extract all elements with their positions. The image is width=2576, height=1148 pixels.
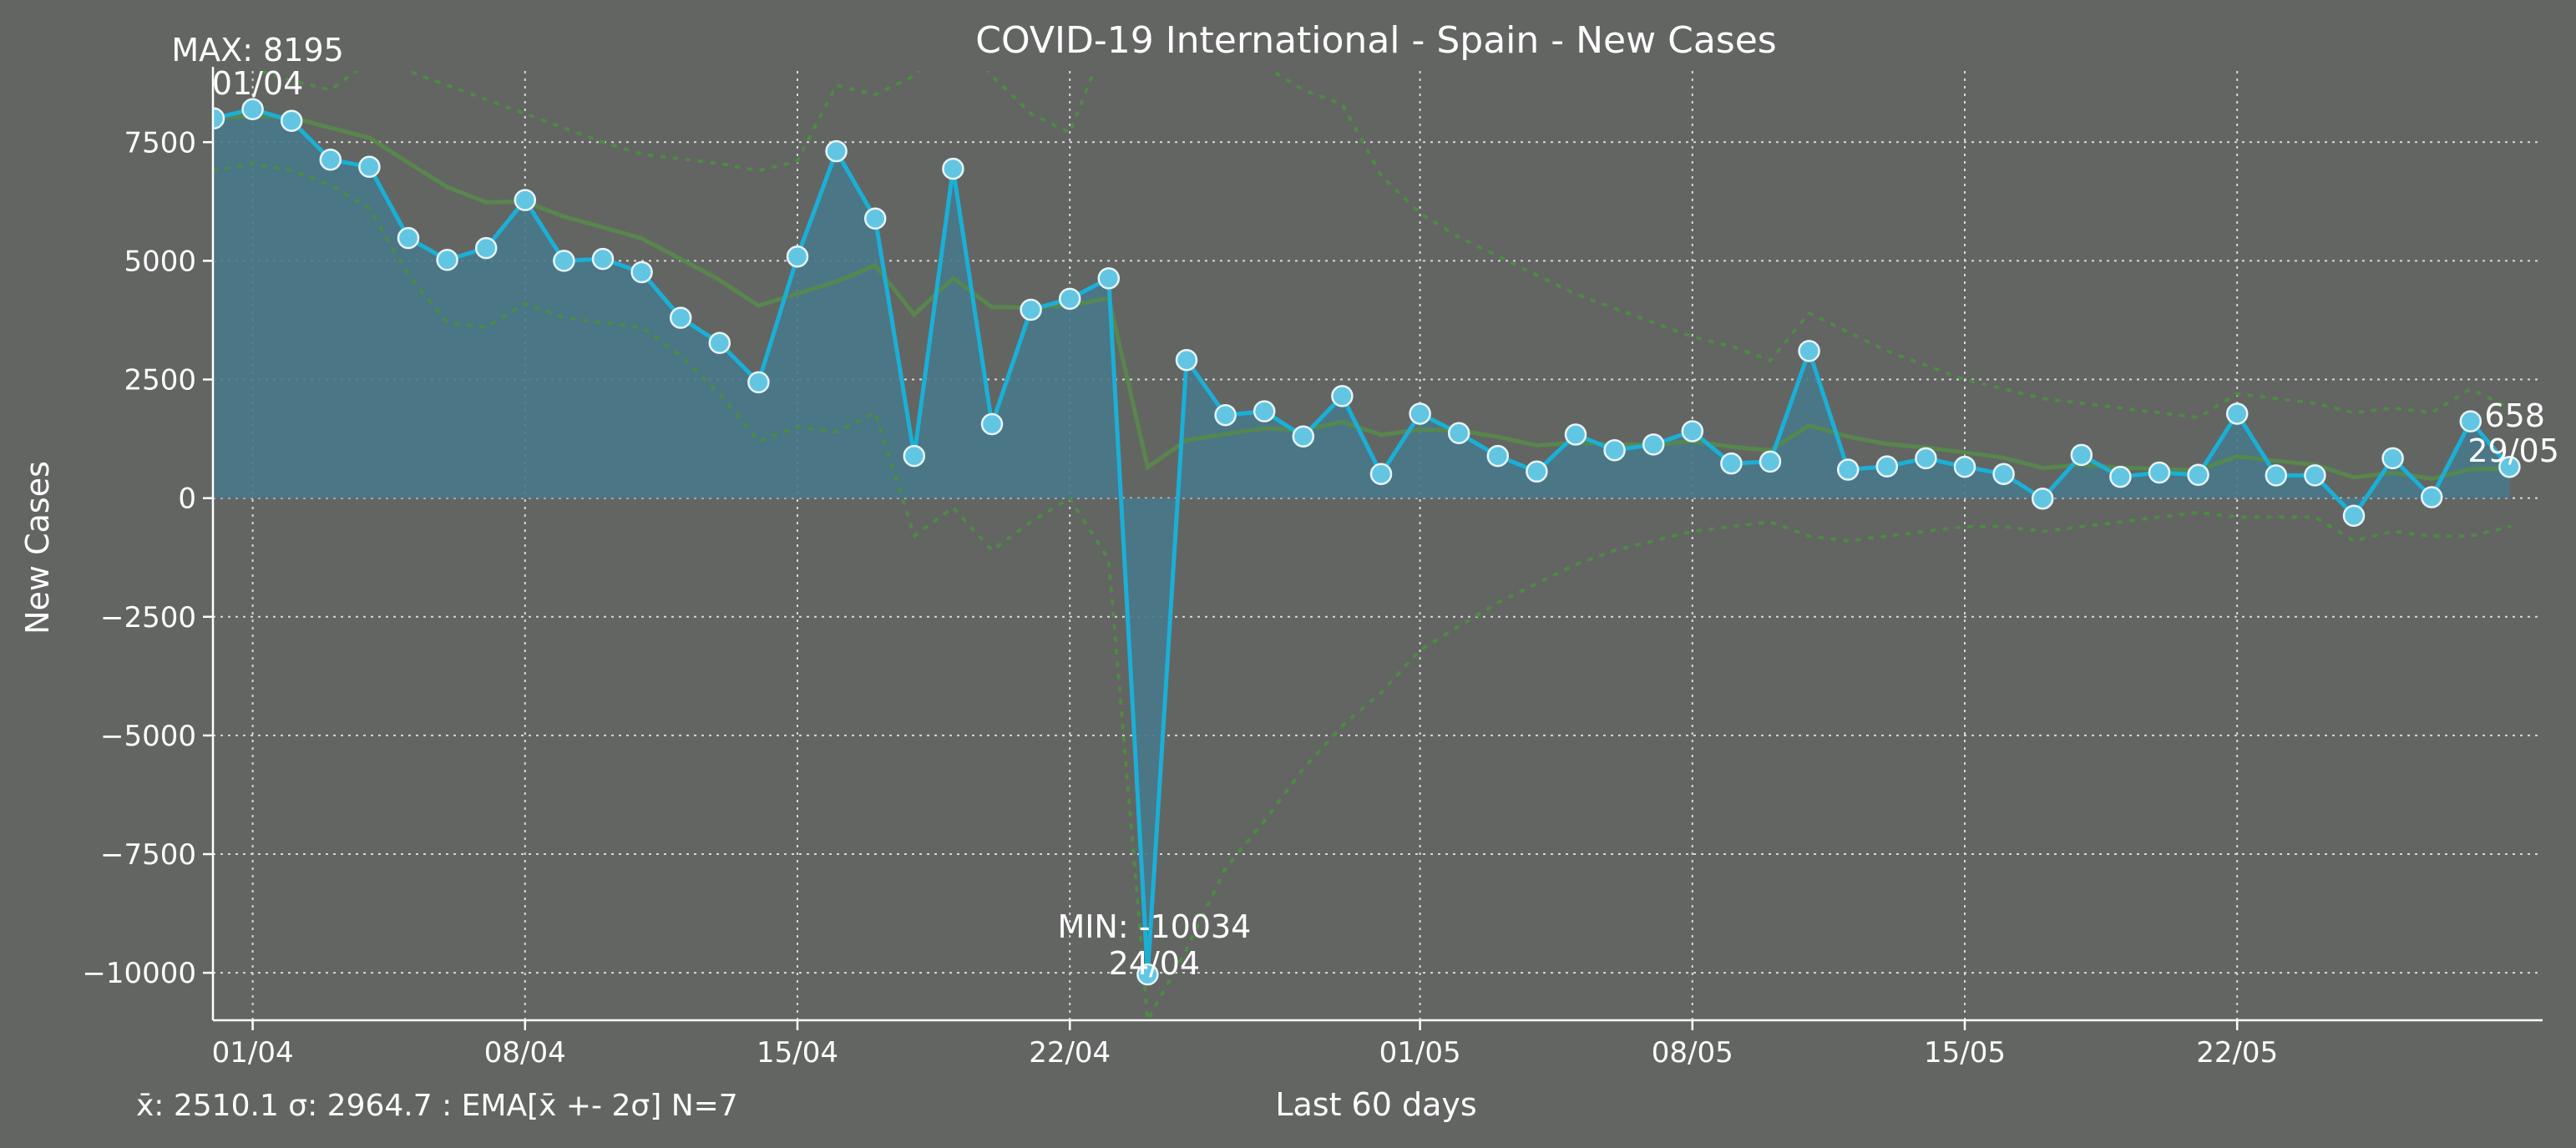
max-annotation-value: MAX: 8195 (171, 32, 343, 68)
data-point (241, 98, 264, 121)
y-tick-label: 7500 (124, 126, 196, 159)
x-tick-label: 15/05 (1924, 1036, 2006, 1070)
data-point (2304, 464, 2326, 487)
data-point (2265, 464, 2288, 487)
data-point (1058, 287, 1081, 311)
data-point (1020, 298, 1042, 321)
data-point (1214, 403, 1237, 427)
x-tick-label: 01/04 (212, 1036, 294, 1070)
data-point (2070, 443, 2093, 467)
x-tick-label: 01/05 (1379, 1036, 1461, 1070)
x-tick-label: 15/04 (757, 1036, 838, 1070)
axes (211, 67, 2543, 1022)
x-tick-label: 22/05 (2196, 1036, 2278, 1070)
lower-band (213, 161, 2512, 1020)
data-point (2381, 447, 2404, 470)
max-annotation-date: 01/04 (212, 65, 304, 102)
data-point (942, 157, 964, 180)
data-point (825, 139, 848, 163)
y-axis-label: New Cases (19, 461, 56, 635)
data-point (2498, 455, 2521, 478)
data-point (1992, 463, 2015, 485)
data-point (1447, 422, 1470, 445)
y-tick-label: 5000 (124, 245, 196, 278)
data-point (980, 412, 1004, 436)
data-point (1136, 963, 1159, 986)
data-point (669, 306, 692, 329)
data-point (863, 207, 887, 230)
data-point (1526, 460, 1548, 483)
y-ticks: −10000 −7500 −5000 −2500 0 2500 5000 7500 (82, 126, 213, 990)
data-point (2148, 461, 2171, 484)
ema-bands (213, 71, 2512, 1020)
data-point (397, 226, 420, 250)
last-annotation-date: 29/05 (2467, 432, 2559, 469)
data-point (2342, 504, 2366, 527)
area-fill (214, 109, 2510, 975)
last-annotation-value: 658 (2484, 397, 2545, 434)
data-point (1369, 463, 1393, 485)
min-annotation-value: MIN: -10034 (1057, 908, 1251, 945)
data-point (1759, 450, 1782, 473)
data-point (436, 249, 458, 271)
data-point (1875, 455, 1899, 478)
data-point (2420, 486, 2443, 508)
x-ticks: 01/04 08/04 15/04 22/04 01/05 08/05 15/05 22/05 (212, 1020, 2278, 1070)
data-point (1915, 447, 1937, 470)
x-tick-label: 08/04 (484, 1036, 566, 1070)
data-point (903, 444, 926, 468)
y-tick-label: −2500 (100, 601, 196, 635)
min-annotation-date: 24/04 (1109, 945, 1201, 982)
data-point (1409, 402, 1431, 425)
data-point (1486, 444, 1510, 468)
upper-band (254, 71, 2512, 420)
y-tick-label: −5000 (100, 720, 196, 753)
y-tick-label: 2500 (124, 364, 196, 397)
chart-title: COVID-19 International - Spain - New Cas… (975, 19, 1776, 62)
data-point (1953, 455, 1976, 478)
data-point (2187, 463, 2209, 487)
data-point (553, 250, 575, 272)
y-tick-label: 0 (178, 483, 196, 516)
data-point (591, 247, 615, 271)
data-point (514, 189, 537, 211)
data-point (1603, 438, 1626, 462)
y-tick-label: −10000 (82, 957, 196, 990)
data-point (358, 155, 381, 179)
data-point (280, 109, 303, 132)
data-point (1292, 425, 1315, 448)
data-point (786, 245, 809, 268)
data-point (1798, 340, 1820, 362)
data-point (2459, 410, 2482, 432)
data-point (1097, 267, 1121, 290)
data-point (474, 236, 498, 260)
data-point (747, 371, 770, 394)
series-markers (213, 98, 2521, 986)
data-point (1331, 385, 1354, 407)
y-tick-label: −7500 (100, 838, 196, 872)
data-point (319, 149, 342, 171)
area-path (214, 109, 2510, 975)
data-point (1175, 348, 1198, 372)
data-point (2109, 465, 2132, 488)
data-point (1253, 400, 1276, 422)
data-point (630, 260, 653, 284)
x-tick-label: 22/04 (1029, 1036, 1111, 1070)
x-axis-label: Last 60 days (1275, 1086, 1476, 1123)
grid (213, 71, 2543, 1020)
data-point (1564, 423, 1587, 446)
data-point (1836, 458, 1860, 481)
x-tick-label: 08/05 (1652, 1036, 1733, 1070)
data-point (1720, 452, 1743, 475)
data-point (2031, 487, 2054, 510)
stats-text: x̄: 2510.1 σ: 2964.7 : EMA[x̄ +- 2σ] N=7 (136, 1089, 738, 1123)
data-point (2225, 402, 2249, 425)
data-point (1681, 420, 1704, 443)
data-point (708, 331, 731, 355)
data-point (1642, 433, 1665, 456)
